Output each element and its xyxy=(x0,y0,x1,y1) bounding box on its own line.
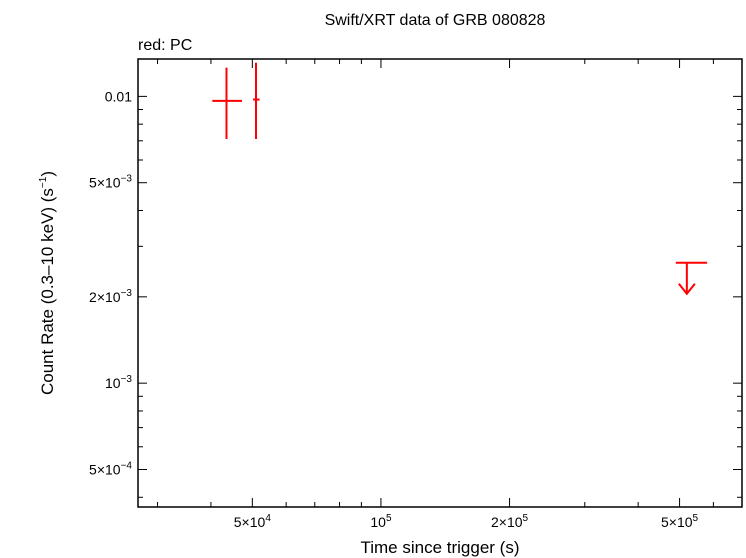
upper-limit-arrowhead xyxy=(678,283,696,296)
legend-text: red: PC xyxy=(138,37,192,54)
x-tick-label: 2×105 xyxy=(491,513,529,530)
y-axis-label-main: Count Rate (0.3–10 keV) (s xyxy=(38,188,57,395)
chart-title: Swift/XRT data of GRB 080828 xyxy=(325,12,546,29)
y-tick-label: 5×10−4 xyxy=(89,460,132,477)
x-tick-label: 105 xyxy=(370,513,392,530)
x-tick-label: 5×104 xyxy=(234,513,272,530)
y-tick-label: 10−3 xyxy=(105,374,132,391)
y-tick-label: 5×10−3 xyxy=(89,174,132,191)
x-tick-label: 5×105 xyxy=(661,513,699,530)
y-axis-label-end: ) xyxy=(38,171,57,177)
axis-ticks xyxy=(138,59,743,507)
y-axis-label-sup: −1 xyxy=(38,176,49,188)
plot-frame xyxy=(137,58,743,508)
x-axis-label: Time since trigger (s) xyxy=(360,538,519,557)
data-marks xyxy=(212,62,708,296)
y-tick-label: 0.01 xyxy=(105,88,132,104)
y-tick-label: 2×10−3 xyxy=(89,288,132,305)
tick-labels: 5×104 105 2×105 5×105 5×10−4 10−3 2×10−3 5×10−3… xyxy=(89,88,699,530)
y-axis-label: Count Rate (0.3–10 keV) (s−1) xyxy=(38,171,57,395)
